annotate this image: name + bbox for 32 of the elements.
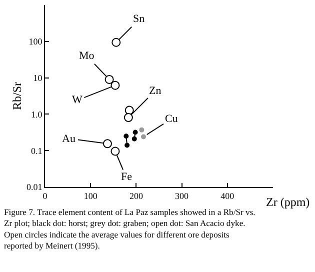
caption: Figure 7. Trace element content of La Paz samples showed in a Rb/Sr vs. Zr plot; black dot: horst; grey dot: graben; open dot: San Acacio dyke. Open circles indicate the average values for different ore deposits reported by Meinert (1995). bbox=[4, 207, 256, 251]
point bbox=[102, 139, 112, 148]
x-tick-label: 100 bbox=[84, 190, 98, 201]
annotation: Au bbox=[62, 133, 76, 145]
y-tick-label: 0.01 bbox=[26, 182, 42, 192]
point bbox=[139, 127, 144, 132]
annotation: Cu bbox=[165, 113, 178, 125]
point bbox=[132, 136, 137, 142]
y-tick-label: 0.1 bbox=[30, 146, 42, 156]
point bbox=[132, 130, 138, 135]
point bbox=[124, 134, 129, 139]
annotation: Sn bbox=[133, 13, 146, 25]
x-axis-title: Zr (ppm) bbox=[266, 195, 310, 209]
annotation: Mo bbox=[79, 50, 95, 62]
y-axis-title: Rb/Sr bbox=[10, 82, 24, 110]
x-tick-label: 0 bbox=[42, 190, 48, 201]
annotation: W bbox=[72, 94, 83, 106]
x-tick-label: 300 bbox=[175, 190, 190, 201]
point bbox=[141, 134, 146, 140]
y-tick-label: 10 bbox=[33, 72, 43, 83]
point bbox=[110, 80, 120, 90]
y-tick-label: 1.0 bbox=[30, 109, 43, 120]
point bbox=[104, 74, 114, 84]
x-tick-label: 200 bbox=[129, 190, 144, 201]
x-tick-label: 400 bbox=[220, 190, 235, 201]
point bbox=[110, 146, 120, 156]
point bbox=[112, 38, 121, 47]
point bbox=[124, 142, 130, 148]
point bbox=[124, 113, 133, 122]
y-tick-label: 100 bbox=[28, 36, 43, 47]
annotation: Fe bbox=[121, 171, 132, 183]
annotation: Zn bbox=[149, 85, 162, 97]
